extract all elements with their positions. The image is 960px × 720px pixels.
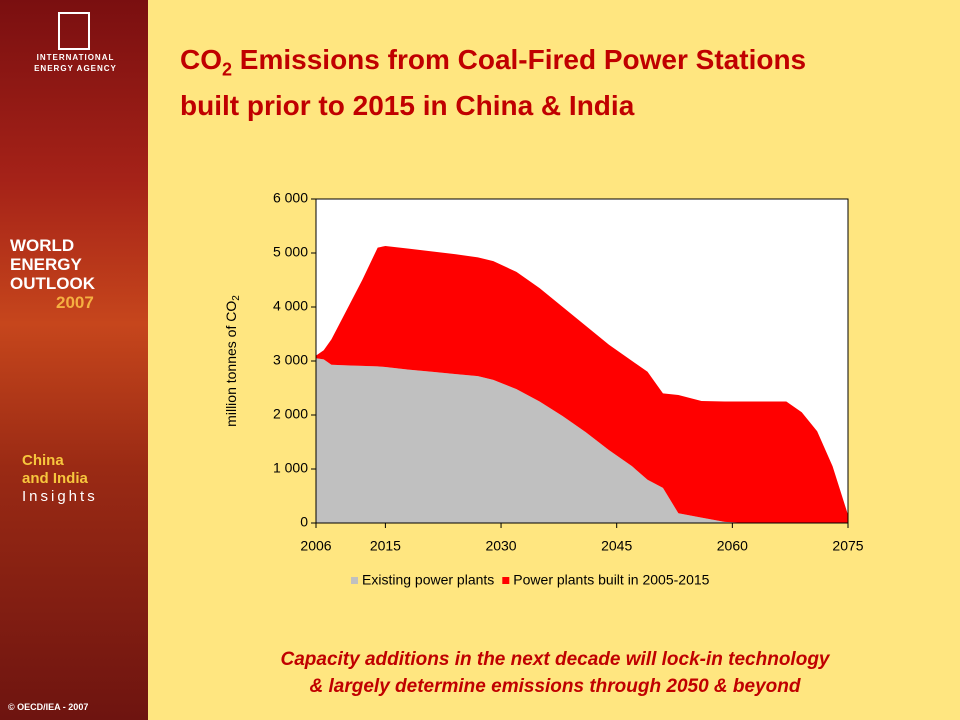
title-part: Emissions from Coal-Fired Power Stations xyxy=(232,44,807,75)
area xyxy=(316,245,848,524)
x-tick-label: 2006 xyxy=(300,538,331,554)
legend-swatch xyxy=(351,577,358,584)
caption-line: & largely determine emissions through 20… xyxy=(309,676,801,697)
weo-year: 2007 xyxy=(56,293,94,312)
y-label-text: million tonnes of CO xyxy=(223,301,239,427)
y-tick-label: 0 xyxy=(300,514,308,530)
chart: 0 1 000 2 000 3 000 4 000 5 000 6 000 2006 2015 2… xyxy=(223,190,864,588)
iea-logo xyxy=(58,12,90,50)
agency-name: INTERNATIONAL ENERGY AGENCY xyxy=(34,53,117,73)
y-tick-label: 6 000 xyxy=(273,190,308,206)
caption: Capacity additions in the next decade wi… xyxy=(150,646,960,700)
y-tick-label: 5 000 xyxy=(273,244,308,260)
weo-brand: WORLD ENERGY OUTLOOK 2007 xyxy=(10,236,95,312)
y-tick-label: 3 000 xyxy=(273,352,308,368)
legend-label: Power plants built in 2005-2015 xyxy=(513,572,709,588)
x-tick-label: 2075 xyxy=(832,538,863,554)
sidebar: INTERNATIONAL ENERGY AGENCY WORLD ENERGY… xyxy=(0,0,148,720)
area xyxy=(316,358,848,523)
title-sub: 2 xyxy=(222,59,233,80)
x-tick-label: 2045 xyxy=(601,538,632,554)
copyright: © OECD/IEA - 2007 xyxy=(8,702,89,712)
y-tick-label: 1 000 xyxy=(273,460,308,476)
slide-title: CO2 Emissions from Coal-Fired Power Stat… xyxy=(180,42,806,124)
insights: China and India Insights xyxy=(22,452,98,506)
y-label-sub: 2 xyxy=(231,295,242,301)
x-tick-label: 2015 xyxy=(370,538,401,554)
x-tick-label: 2060 xyxy=(717,538,748,554)
y-tick-label: 2 000 xyxy=(273,406,308,422)
y-axis-label: million tonnes of CO2 xyxy=(223,295,242,427)
title-part: CO xyxy=(180,44,222,75)
weo-line: ENERGY xyxy=(10,255,82,274)
insights-line: China xyxy=(22,452,64,469)
weo-line: OUTLOOK xyxy=(10,274,95,293)
insights-line: and India xyxy=(22,470,88,487)
legend-swatch xyxy=(502,577,510,584)
insights-line: Insights xyxy=(22,488,98,505)
title-part: built prior to 2015 in China & India xyxy=(180,89,635,121)
legend-label: Existing power plants xyxy=(362,572,494,588)
y-tick-label: 4 000 xyxy=(273,298,308,314)
x-tick-label: 2030 xyxy=(485,538,516,554)
caption-line: Capacity additions in the next decade wi… xyxy=(280,649,830,670)
weo-line: WORLD xyxy=(10,236,75,255)
